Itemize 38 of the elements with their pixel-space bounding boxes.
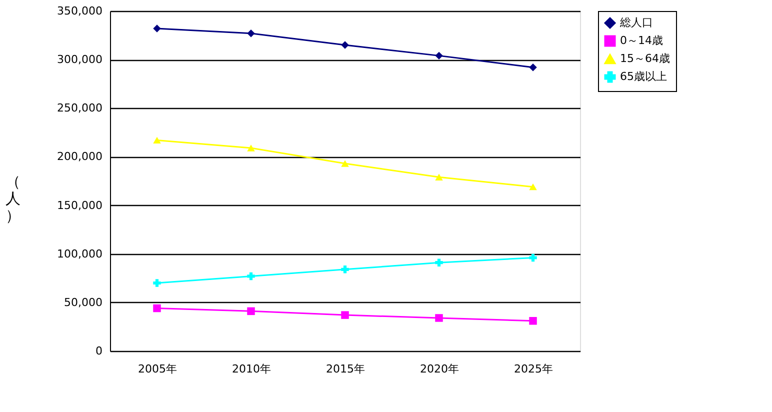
y-tick-label: 50,000 (64, 296, 102, 309)
point (435, 52, 443, 60)
y-tick-label: 150,000 (57, 198, 102, 212)
point (153, 136, 161, 144)
point (247, 272, 255, 280)
y-tick-label: 350,000 (57, 4, 102, 18)
x-tick-label: 2020年 (420, 362, 459, 376)
x-tick-label: 2025年 (514, 362, 553, 376)
y-axis-title: （人） (6, 172, 21, 224)
point (247, 307, 255, 316)
legend-label: 総人口 (619, 16, 653, 29)
y-tick-label: 300,000 (57, 53, 102, 66)
y-tick-label: 250,000 (57, 102, 102, 115)
y-tick-label: 0 (96, 344, 102, 358)
x-tick-label: 2010年 (232, 362, 271, 376)
point (247, 29, 255, 38)
point (529, 183, 537, 190)
point (341, 266, 349, 274)
point (153, 304, 161, 312)
point (341, 41, 349, 49)
point (435, 174, 443, 180)
point (341, 160, 349, 167)
x-tick-label: 2015年 (326, 362, 365, 376)
point (341, 311, 349, 319)
point (153, 24, 161, 32)
point (529, 317, 537, 325)
y-tick-label: 200,000 (57, 150, 102, 164)
point (153, 279, 161, 287)
point (435, 314, 443, 322)
legend-label: 65歳以上 (620, 70, 667, 83)
point (247, 144, 255, 152)
legend-label: 0～14歳 (620, 34, 663, 47)
legend-label: 15～64歳 (620, 52, 670, 65)
point (529, 63, 537, 72)
point (529, 254, 537, 262)
x-tick-label: 2005年 (138, 362, 177, 376)
y-tick-label: 100,000 (57, 247, 102, 260)
point (435, 258, 443, 266)
